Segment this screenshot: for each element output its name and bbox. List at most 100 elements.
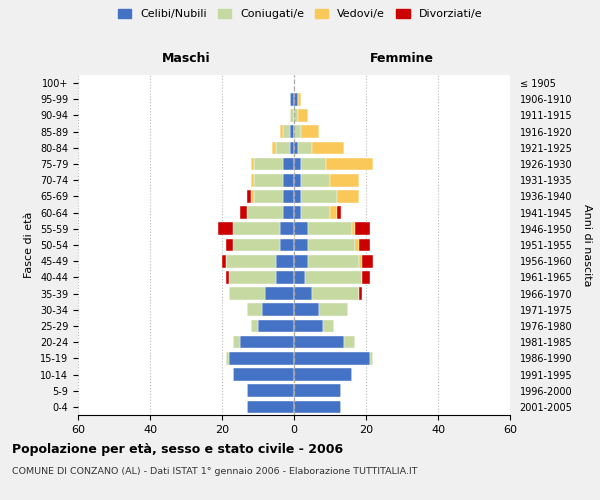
Bar (233, 368, 294, 381)
Bar (294, 238, 308, 252)
Bar (294, 368, 352, 381)
Bar (294, 400, 341, 413)
Bar (330, 206, 337, 219)
Bar (280, 238, 294, 252)
Bar (359, 288, 362, 300)
Bar (337, 206, 341, 219)
Bar (330, 174, 359, 186)
Bar (294, 271, 305, 283)
Legend: Celibi/Nubili, Coniugati/e, Vedovi/e, Divorziati/e: Celibi/Nubili, Coniugati/e, Vedovi/e, Di… (115, 6, 485, 22)
Bar (301, 190, 337, 202)
Bar (240, 336, 294, 348)
Bar (218, 222, 233, 235)
Bar (254, 190, 283, 202)
Bar (294, 222, 308, 235)
Bar (247, 304, 262, 316)
Bar (247, 384, 294, 397)
Bar (222, 255, 226, 268)
Bar (290, 109, 294, 122)
Bar (294, 304, 319, 316)
Bar (355, 238, 359, 252)
Bar (226, 271, 229, 283)
Text: Femmine: Femmine (370, 52, 434, 66)
Bar (251, 158, 254, 170)
Bar (344, 336, 355, 348)
Bar (251, 174, 254, 186)
Bar (323, 320, 334, 332)
Bar (294, 384, 341, 397)
Y-axis label: Anni di nascita: Anni di nascita (582, 204, 592, 286)
Text: Maschi: Maschi (161, 52, 211, 66)
Bar (370, 352, 373, 364)
Bar (283, 190, 294, 202)
Bar (301, 206, 330, 219)
Bar (298, 109, 308, 122)
Bar (251, 190, 254, 202)
Bar (233, 222, 280, 235)
Bar (298, 93, 301, 106)
Bar (359, 255, 362, 268)
Bar (262, 304, 294, 316)
Text: COMUNE DI CONZANO (AL) - Dati ISTAT 1° gennaio 2006 - Elaborazione TUTTITALIA.IT: COMUNE DI CONZANO (AL) - Dati ISTAT 1° g… (12, 468, 418, 476)
Bar (290, 142, 294, 154)
Bar (290, 93, 294, 106)
Bar (283, 174, 294, 186)
Bar (229, 288, 265, 300)
Bar (362, 255, 373, 268)
Bar (247, 190, 251, 202)
Bar (319, 304, 348, 316)
Bar (294, 126, 301, 138)
Bar (251, 320, 258, 332)
Bar (294, 174, 301, 186)
Bar (312, 288, 359, 300)
Bar (294, 255, 308, 268)
Bar (247, 400, 294, 413)
Bar (280, 222, 294, 235)
Bar (301, 158, 326, 170)
Bar (305, 271, 362, 283)
Bar (226, 238, 233, 252)
Bar (312, 142, 344, 154)
Bar (352, 222, 355, 235)
Bar (290, 126, 294, 138)
Bar (258, 320, 294, 332)
Bar (294, 158, 301, 170)
Bar (254, 174, 283, 186)
Text: Popolazione per età, sesso e stato civile - 2006: Popolazione per età, sesso e stato civil… (12, 442, 343, 456)
Bar (280, 126, 283, 138)
Bar (294, 352, 370, 364)
Bar (240, 206, 247, 219)
Bar (254, 158, 283, 170)
Y-axis label: Fasce di età: Fasce di età (25, 212, 34, 278)
Bar (272, 142, 276, 154)
Bar (283, 206, 294, 219)
Bar (294, 190, 301, 202)
Bar (308, 222, 352, 235)
Bar (337, 190, 359, 202)
Bar (294, 206, 301, 219)
Bar (226, 352, 229, 364)
Bar (233, 238, 280, 252)
Bar (276, 142, 290, 154)
Bar (308, 238, 355, 252)
Bar (294, 93, 298, 106)
Bar (265, 288, 294, 300)
Bar (226, 255, 276, 268)
Bar (294, 109, 298, 122)
Bar (294, 320, 323, 332)
Bar (326, 158, 373, 170)
Bar (308, 255, 359, 268)
Bar (229, 271, 276, 283)
Bar (229, 352, 294, 364)
Bar (276, 271, 294, 283)
Bar (359, 238, 370, 252)
Bar (355, 222, 370, 235)
Bar (294, 142, 298, 154)
Bar (276, 255, 294, 268)
Bar (283, 126, 290, 138)
Bar (233, 336, 240, 348)
Bar (283, 158, 294, 170)
Bar (301, 174, 330, 186)
Bar (298, 142, 312, 154)
Bar (362, 271, 370, 283)
